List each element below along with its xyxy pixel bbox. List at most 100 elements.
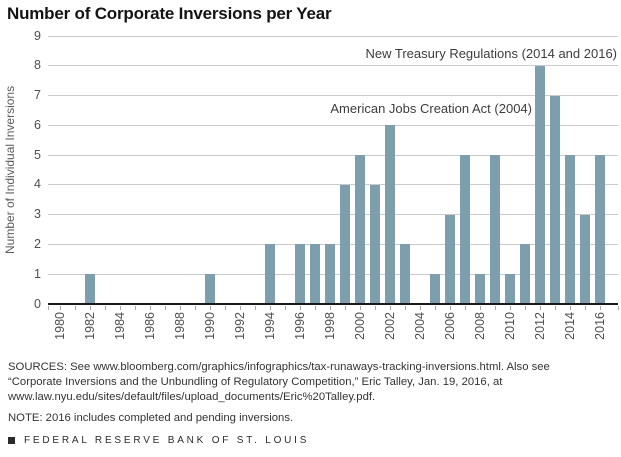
x-tick-1981 (75, 306, 76, 310)
x-tick-label-2006: 2006 (443, 312, 457, 340)
x-tick-label-2008: 2008 (473, 312, 487, 340)
x-tick-1992 (240, 306, 241, 310)
y-tick-label-7: 7 (34, 88, 41, 103)
bar-2005 (430, 274, 440, 304)
bar-1990 (205, 274, 215, 304)
x-tick-label-1994: 1994 (263, 312, 277, 340)
x-tick-1999 (345, 306, 346, 310)
x-axis-line (48, 302, 618, 305)
x-tick-1996 (300, 306, 301, 310)
y-tick-label-1: 1 (34, 266, 41, 281)
note-text: NOTE: 2016 includes completed and pendin… (8, 412, 294, 424)
plot-area: New Treasury Regulations (2014 and 2016)… (34, 29, 619, 340)
x-tick-1989 (195, 306, 196, 310)
gridline-4 (48, 184, 618, 186)
x-tick-2007 (465, 306, 466, 310)
chart-title: Number of Corporate Inversions per Year (7, 4, 332, 23)
y-tick-label-0: 0 (34, 296, 41, 311)
x-axis-edge-tick-0 (48, 306, 49, 310)
x-tick-2001 (375, 306, 376, 310)
x-tick-2000 (360, 306, 361, 310)
bar-2014 (565, 155, 575, 304)
x-tick-1984 (120, 306, 121, 310)
x-tick-label-2002: 2002 (383, 312, 397, 340)
footer-brand-label: FEDERAL RESERVE BANK OF ST. LOUIS (24, 435, 310, 446)
x-tick-label-1998: 1998 (323, 312, 337, 340)
y-tick-label-2: 2 (34, 236, 41, 251)
bar-1998 (325, 244, 335, 304)
x-tick-label-1984: 1984 (113, 312, 127, 340)
x-tick-2006 (450, 306, 451, 310)
bar-2016 (595, 155, 605, 304)
x-tick-2016 (600, 306, 601, 310)
sources-line-3: www.law.nyu.edu/sites/default/files/uplo… (8, 390, 376, 403)
x-tick-1986 (150, 306, 151, 310)
x-tick-2014 (570, 306, 571, 310)
y-tick-label-4: 4 (34, 177, 41, 192)
bar-2007 (460, 155, 470, 304)
gridline-3 (48, 214, 618, 216)
x-tick-2002 (390, 306, 391, 310)
bar-2011 (520, 244, 530, 304)
x-tick-1994 (270, 306, 271, 310)
x-tick-1991 (225, 306, 226, 310)
y-tick-label-6: 6 (34, 117, 41, 132)
bar-1999 (340, 184, 350, 304)
x-tick-2013 (555, 306, 556, 310)
x-tick-2005 (435, 306, 436, 310)
gridline-8 (48, 65, 618, 67)
x-tick-1998 (330, 306, 331, 310)
bar-2012 (535, 65, 545, 304)
bar-1996 (295, 244, 305, 304)
y-tick-label-8: 8 (34, 58, 41, 73)
bar-2006 (445, 214, 455, 304)
x-tick-1993 (255, 306, 256, 310)
bar-1994 (265, 244, 275, 304)
gridline-7 (48, 95, 618, 97)
x-tick-label-2014: 2014 (563, 312, 577, 340)
y-tick-label-9: 9 (34, 28, 41, 43)
bar-2015 (580, 214, 590, 304)
x-tick-1990 (210, 306, 211, 310)
bar-2003 (400, 244, 410, 304)
x-tick-2011 (525, 306, 526, 310)
x-tick-1995 (285, 306, 286, 310)
y-tick-label-5: 5 (34, 147, 41, 162)
bar-1997 (310, 244, 320, 304)
footer-brand: FEDERAL RESERVE BANK OF ST. LOUIS (8, 435, 309, 446)
x-tick-label-2016: 2016 (593, 312, 607, 340)
x-tick-1985 (135, 306, 136, 310)
x-tick-1980 (60, 306, 61, 310)
sources-line-2: “Corporate Inversions and the Unbundling… (8, 375, 503, 388)
y-tick-label-3: 3 (34, 207, 41, 222)
square-bullet-icon (8, 437, 15, 444)
x-tick-2015 (585, 306, 586, 310)
gridline-5 (48, 154, 618, 156)
x-tick-2010 (510, 306, 511, 310)
gridline-9 (48, 35, 618, 37)
x-tick-1997 (315, 306, 316, 310)
bar-2013 (550, 95, 560, 304)
x-tick-2004 (420, 306, 421, 310)
x-tick-1987 (165, 306, 166, 310)
gridline-6 (48, 124, 618, 126)
bar-2000 (355, 155, 365, 304)
x-tick-2003 (405, 306, 406, 310)
x-tick-label-2012: 2012 (533, 312, 547, 340)
x-tick-1988 (180, 306, 181, 310)
x-tick-label-2000: 2000 (353, 312, 367, 340)
x-tick-label-2010: 2010 (503, 312, 517, 340)
x-tick-2009 (495, 306, 496, 310)
bar-2009 (490, 155, 500, 304)
x-tick-label-1992: 1992 (233, 312, 247, 340)
y-axis-title: Number of Individual Inversions (3, 85, 17, 255)
x-tick-1983 (105, 306, 106, 310)
x-tick-label-1982: 1982 (83, 312, 97, 340)
annotation-new-treasury-regulations: New Treasury Regulations (2014 and 2016) (365, 46, 617, 61)
sources-text: SOURCES: See www.bloomberg.com/graphics/… (8, 360, 550, 404)
bar-2002 (385, 125, 395, 304)
bar-2010 (505, 274, 515, 304)
bar-2008 (475, 274, 485, 304)
x-tick-label-1988: 1988 (173, 312, 187, 340)
